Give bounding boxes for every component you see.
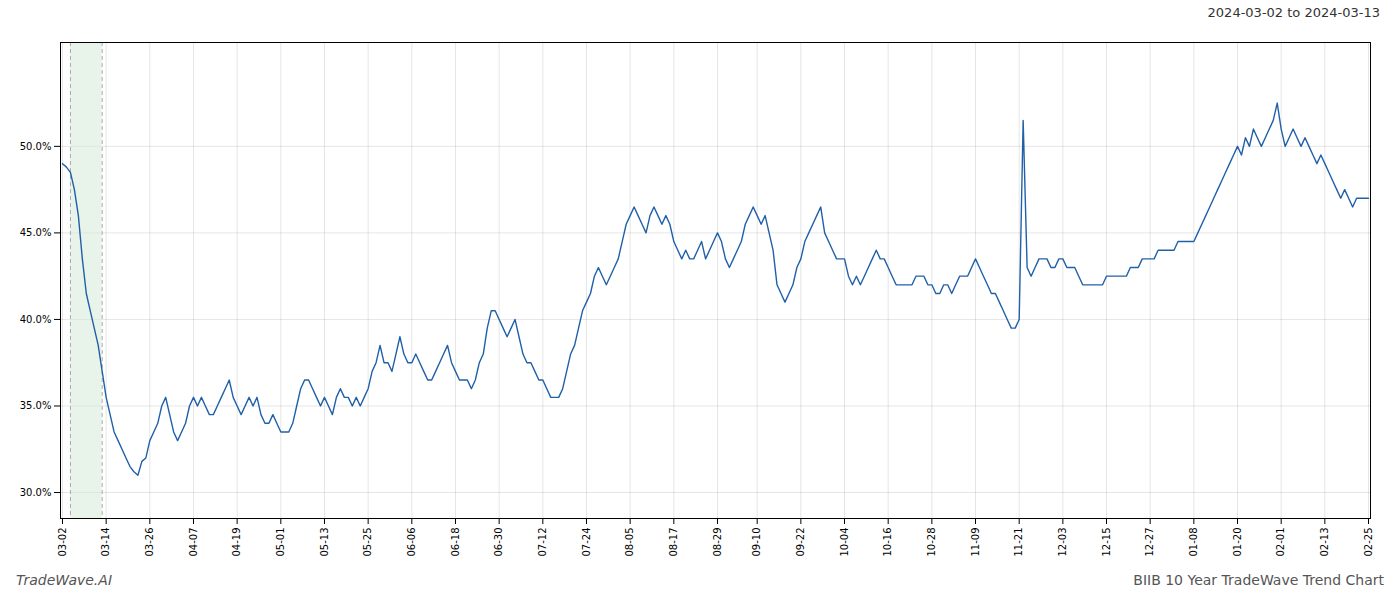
svg-text:50.0%: 50.0% [20,141,52,152]
svg-text:06-30: 06-30 [493,528,504,557]
svg-text:06-06: 06-06 [406,528,417,557]
svg-text:11-09: 11-09 [970,528,981,557]
svg-text:10-04: 10-04 [839,528,850,557]
svg-text:11-21: 11-21 [1013,528,1024,557]
svg-text:05-01: 05-01 [275,528,286,557]
svg-text:02-01: 02-01 [1275,528,1286,557]
svg-text:04-19: 04-19 [231,528,242,557]
svg-text:12-27: 12-27 [1144,528,1155,557]
svg-text:10-16: 10-16 [882,528,893,557]
svg-text:07-12: 07-12 [537,528,548,557]
svg-text:12-03: 12-03 [1057,528,1068,557]
svg-text:03-26: 03-26 [144,528,155,557]
html-text:BIIB 10 Year TradeWave Trend C: BIIB 10 Year TradeWave Trend Chart [1133,572,1384,588]
svg-text:03-02: 03-02 [57,528,68,557]
svg-text:30.0%: 30.0% [20,487,52,498]
html-text:TradeWave.AI: TradeWave.AI [16,572,112,588]
svg-text:12-15: 12-15 [1101,528,1112,557]
svg-text:05-13: 05-13 [319,528,330,557]
svg-text:40.0%: 40.0% [20,314,52,325]
svg-text:10-28: 10-28 [926,528,937,557]
svg-text:08-29: 08-29 [712,528,723,557]
svg-text:07-24: 07-24 [581,528,592,557]
svg-text:02-25: 02-25 [1363,528,1374,557]
svg-text:08-17: 08-17 [668,528,679,557]
svg-text:45.0%: 45.0% [20,227,52,238]
svg-text:35.0%: 35.0% [20,400,52,411]
svg-text:06-18: 06-18 [450,528,461,557]
svg-text:08-05: 08-05 [624,528,635,557]
html-text:2024-03-02 to 2024-03-13: 2024-03-02 to 2024-03-13 [1207,5,1380,20]
svg-text:02-13: 02-13 [1319,528,1330,557]
svg-text:05-25: 05-25 [362,528,373,557]
svg-text:03-14: 03-14 [100,528,111,557]
svg-text:01-08: 01-08 [1188,528,1199,557]
svg-text:04-07: 04-07 [188,528,199,557]
svg-text:09-10: 09-10 [751,528,762,557]
svg-text:01-20: 01-20 [1232,528,1243,557]
svg-text:09-22: 09-22 [795,528,806,557]
